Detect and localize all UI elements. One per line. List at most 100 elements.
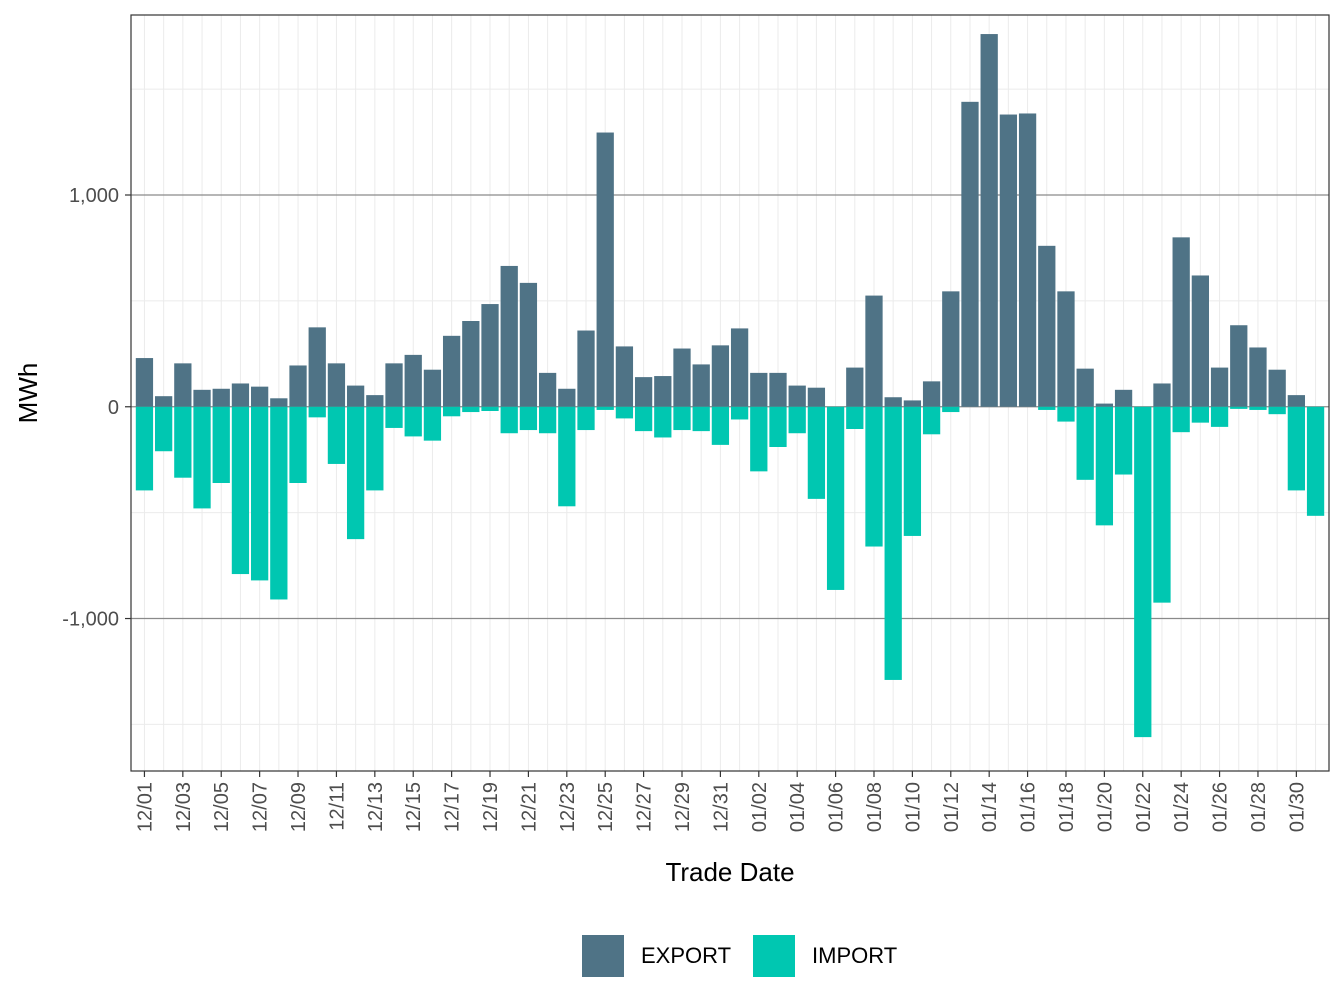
bar-export-01-01	[730, 328, 749, 407]
bar-import-01-05	[807, 406, 826, 499]
bar-export-01-23	[1153, 383, 1171, 407]
bar-import-01-01	[730, 406, 749, 420]
bar-import-12-07	[250, 406, 269, 581]
bar-import-01-30	[1287, 406, 1306, 491]
bar-export-01-20	[1095, 403, 1114, 407]
bar-export-01-21	[1114, 389, 1133, 407]
y-tick-label: -1,000	[62, 609, 119, 631]
x-tick-label: 12/19	[480, 782, 502, 832]
bar-export-01-02	[750, 372, 768, 407]
x-tick-label: 01/26	[1210, 782, 1232, 832]
bar-import-01-25	[1191, 406, 1210, 423]
bar-export-12-27	[634, 377, 653, 407]
bar-import-12-26	[615, 406, 634, 419]
bar-import-12-13	[366, 406, 384, 491]
y-axis-title: MWh	[13, 363, 43, 424]
x-tick-label: 12/07	[250, 782, 272, 832]
bar-import-01-27	[1230, 406, 1248, 409]
bar-import-01-19	[1076, 406, 1094, 480]
bar-export-12-14	[385, 363, 403, 407]
bar-import-01-28	[1249, 406, 1267, 410]
x-tick-label: 01/20	[1094, 782, 1116, 832]
x-tick-label: 01/16	[1018, 782, 1040, 832]
bars	[135, 34, 1325, 738]
bar-import-01-21	[1114, 406, 1133, 475]
bar-export-12-24	[577, 330, 595, 407]
bar-export-01-27	[1230, 325, 1248, 407]
bar-import-01-23	[1153, 406, 1171, 603]
bar-export-01-03	[769, 372, 787, 407]
bar-import-12-28	[654, 406, 672, 438]
bar-export-12-16	[423, 369, 442, 407]
x-tick-label: 01/06	[826, 782, 848, 832]
bar-import-01-03	[769, 406, 787, 447]
bar-export-01-11	[922, 381, 941, 407]
x-tick-label: 12/25	[595, 782, 617, 832]
x-tick-label: 12/01	[134, 782, 156, 832]
legend-label-export: EXPORT	[641, 943, 731, 968]
bar-import-01-07	[846, 406, 864, 429]
bar-export-12-11	[327, 363, 346, 407]
bar-import-12-05	[212, 406, 230, 483]
x-tick-label: 12/11	[326, 782, 348, 831]
bar-export-01-29	[1268, 369, 1286, 407]
bar-export-12-21	[519, 282, 538, 407]
legend-key-export	[582, 935, 624, 977]
x-tick-label: 12/23	[557, 782, 579, 832]
bar-export-01-16	[1018, 113, 1037, 407]
bar-export-12-18	[462, 321, 480, 407]
bar-export-12-08	[270, 398, 288, 407]
bar-import-12-03	[174, 406, 192, 478]
bar-export-01-15	[999, 114, 1018, 407]
x-tick-label: 01/08	[864, 782, 886, 832]
bar-export-12-19	[481, 304, 499, 407]
x-tick-label: 12/09	[288, 782, 310, 832]
bar-import-12-19	[481, 406, 499, 411]
x-tick-label: 12/05	[211, 782, 233, 832]
bar-export-01-18	[1057, 291, 1075, 407]
bar-import-01-29	[1268, 406, 1286, 415]
bar-import-12-02	[154, 406, 173, 452]
bar-export-12-26	[615, 346, 634, 407]
bar-export-01-09	[884, 397, 902, 407]
x-tick-label: 01/30	[1286, 782, 1308, 832]
x-tick-label: 12/21	[518, 782, 540, 832]
bar-import-01-12	[942, 406, 960, 413]
x-tick-label: 01/02	[749, 782, 771, 832]
bar-export-01-14	[980, 34, 998, 407]
bar-export-12-15	[404, 354, 422, 407]
x-tick-label: 12/15	[403, 782, 425, 832]
bar-import-12-16	[423, 406, 442, 441]
bar-import-12-24	[577, 406, 595, 431]
bar-import-01-24	[1172, 406, 1190, 433]
bar-export-12-05	[212, 388, 230, 407]
bar-export-01-19	[1076, 368, 1094, 407]
x-tick-label: 01/24	[1171, 782, 1193, 832]
x-tick-label: 01/18	[1056, 782, 1078, 832]
bar-import-12-18	[462, 406, 480, 413]
plot-panel-border	[130, 14, 1330, 772]
bar-export-12-13	[366, 395, 384, 407]
bar-export-12-03	[174, 363, 192, 407]
bar-import-12-31	[711, 406, 730, 445]
y-tick-label: 1,000	[69, 185, 119, 207]
legend: EXPORT IMPORT	[582, 935, 897, 977]
bar-import-01-09	[884, 406, 902, 680]
legend-label-import: IMPORT	[812, 943, 897, 968]
bar-export-12-09	[289, 365, 307, 407]
x-tick-label: 01/12	[941, 782, 963, 832]
bar-export-12-31	[711, 345, 730, 407]
bar-import-12-20	[500, 406, 518, 434]
bar-export-01-10	[903, 400, 922, 407]
bar-import-12-27	[634, 406, 653, 432]
bar-import-12-10	[308, 406, 326, 418]
bar-import-01-22	[1134, 406, 1152, 738]
bar-export-12-01	[135, 358, 154, 407]
bar-export-12-04	[193, 389, 211, 407]
bar-export-01-07	[846, 367, 864, 407]
x-tick-label: 12/13	[365, 782, 387, 832]
y-tick-label: 0	[108, 397, 119, 419]
bar-export-01-08	[865, 295, 883, 407]
bar-export-12-22	[538, 372, 557, 407]
bar-export-12-30	[692, 364, 710, 407]
